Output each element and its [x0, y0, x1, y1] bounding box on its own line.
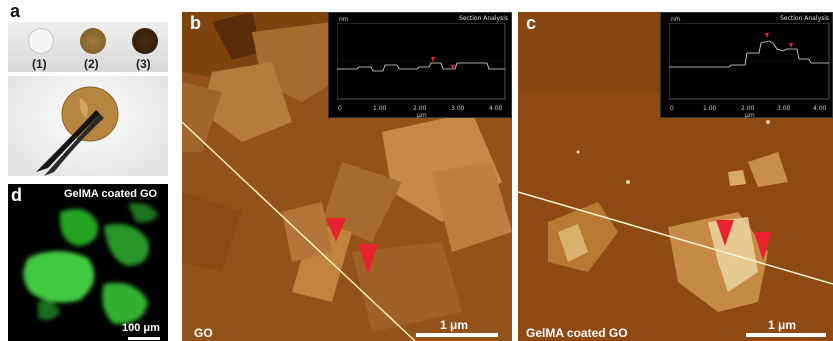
inset-c-profile: [669, 23, 830, 100]
panel-b-label: b: [190, 13, 201, 33]
inset-b-tick-2: 2.00: [413, 105, 427, 112]
inset-c-y-unit: nm: [671, 16, 681, 23]
inset-c-tick-3: 3.00: [777, 105, 791, 112]
panel-b-caption: GO: [194, 326, 213, 340]
inset-b-profile: [337, 23, 506, 100]
sample-label-2: (2): [84, 57, 99, 71]
panel-c-caption: GelMA coated GO: [526, 326, 628, 340]
panel-d-scale-bar: [128, 337, 160, 340]
inset-c-title: Section Analysis: [780, 15, 829, 22]
panel-c-label: c: [526, 13, 537, 33]
sample-dot-3: [132, 28, 158, 54]
inset-b-tick-1: 1.00: [373, 105, 387, 112]
panel-d-caption: GelMA coated GO: [64, 188, 158, 200]
inset-b-y-unit: nm: [339, 16, 349, 23]
inset-b-x-unit: μm: [417, 112, 427, 119]
inset-c-x-unit: μm: [745, 112, 755, 119]
panel-d-label: d: [11, 185, 22, 205]
inset-c-tick-2: 2.00: [741, 105, 755, 112]
sample-label-1: (1): [32, 57, 47, 71]
panel-a-photo-top: (1) (2) (3): [8, 22, 168, 72]
sample-dot-2: [80, 28, 106, 54]
panel-c-afm: Section Analysis nm 0 1.00 2.00 3.00 4.0…: [518, 12, 833, 341]
sample-dot-1: [28, 28, 54, 54]
panel-d-scale-label: 100 μm: [122, 322, 160, 334]
inset-c-tick-0: 0: [670, 105, 674, 112]
inset-c-tick-1: 1.00: [703, 105, 717, 112]
inset-b-tick-3: 3.00: [451, 105, 465, 112]
fluorescence-image: [23, 203, 158, 325]
film-photo-graphic: [36, 86, 119, 176]
panel-b-section-inset: Section Analysis nm 0 1.00 2.00 3.00 4.0…: [328, 12, 512, 119]
inset-b-tick-4: 4.00: [489, 105, 503, 112]
panel-b-afm: Section Analysis nm 0 1.00 2.00 3.00 4.0…: [182, 12, 512, 341]
panel-d-fluorescence: GelMA coated GO 100 μm: [8, 184, 168, 341]
inset-c-tick-4: 4.00: [813, 105, 827, 112]
panel-c-scale-bar: [746, 333, 826, 337]
inset-b-title: Section Analysis: [459, 15, 508, 22]
panel-b-scale-label: 1 μm: [440, 318, 469, 332]
panel-c-scale-label: 1 μm: [768, 318, 797, 332]
inset-b-tick-0: 0: [338, 105, 342, 112]
panel-b-scale-bar: [416, 333, 498, 337]
panel-c-section-inset: Section Analysis nm 0 1.00 2.00 3.00 4.0…: [660, 12, 833, 119]
panel-a-photo-film: [8, 76, 168, 176]
sample-label-3: (3): [136, 57, 151, 71]
panel-a-label: a: [10, 1, 21, 21]
